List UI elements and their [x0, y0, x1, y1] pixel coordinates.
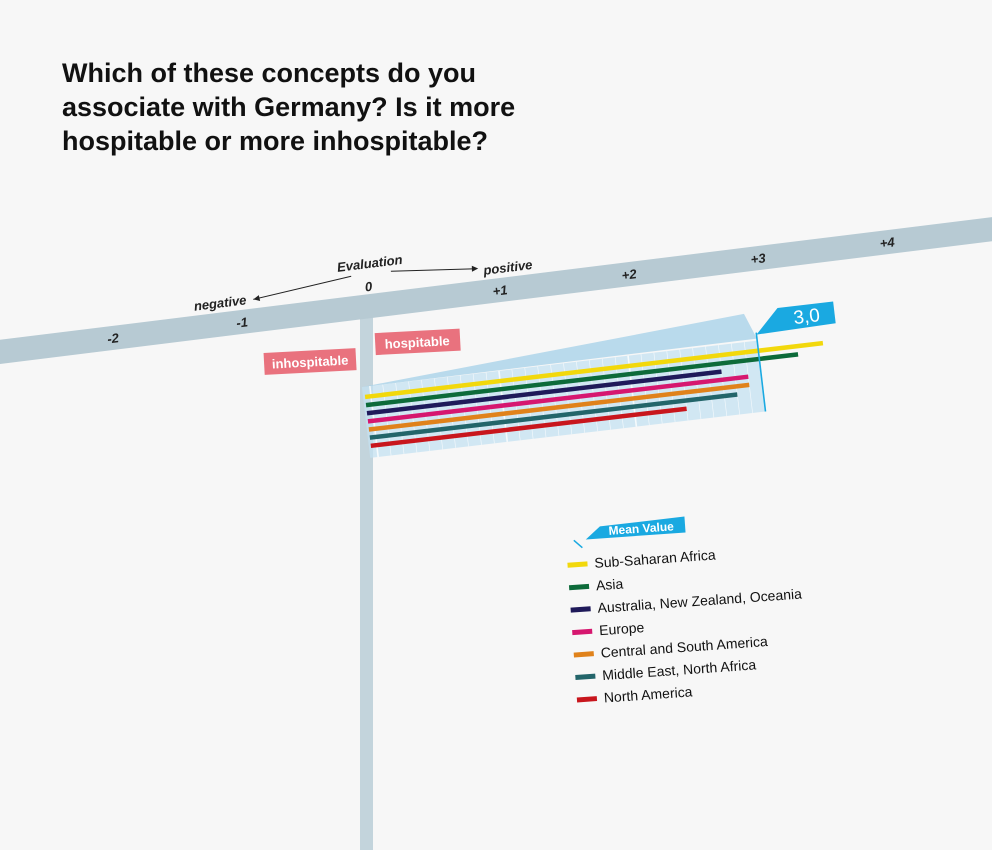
bar-north-america	[370, 406, 687, 449]
negative-arrowhead-icon	[253, 295, 261, 301]
legend-swatch	[567, 561, 588, 568]
bar-europe	[367, 374, 749, 424]
legend-swatch	[573, 651, 594, 658]
legend-swatch	[568, 583, 590, 591]
tick-label: +2	[621, 266, 638, 283]
positive-arrow	[390, 268, 477, 272]
axis-positive-label: positive	[482, 257, 534, 278]
tick-label: 0	[364, 279, 374, 295]
legend-label: North America	[603, 683, 693, 705]
legend-label: Sub-Saharan Africa	[594, 546, 716, 570]
bar-australia-new-zealand-oceania	[366, 369, 722, 416]
legend-swatch	[576, 696, 598, 703]
mean-value-legend-mark	[573, 539, 583, 549]
tick-label: -1	[235, 314, 248, 330]
mean-value-text: 3,0	[792, 305, 821, 329]
legend-swatch	[570, 606, 591, 613]
negative-arrow	[253, 275, 352, 300]
chart-title: Which of these concepts do you associate…	[62, 58, 516, 156]
bar-asia	[365, 352, 799, 408]
mean-value-callout	[585, 516, 686, 540]
legend-label: Middle East, North Africa	[602, 656, 757, 683]
mean-value-badge	[756, 301, 836, 335]
axis-beam	[0, 192, 992, 376]
axis-negative-label: negative	[193, 292, 247, 313]
inhospitable-label-bg	[263, 348, 357, 375]
legend-label: Australia, New Zealand, Oceania	[597, 586, 802, 616]
mean-value-legend-label: Mean Value	[608, 519, 675, 538]
tick-label: +4	[879, 234, 896, 251]
tick-label: +3	[750, 250, 767, 267]
hospitable-label-bg	[374, 328, 461, 356]
tick-label: -2	[106, 330, 120, 346]
inhospitable-label: inhospitable	[271, 353, 348, 372]
grid-top-face	[361, 313, 757, 388]
legend-label: Asia	[595, 575, 623, 593]
bar-middle-east-north-africa	[369, 392, 738, 440]
mean-line	[755, 332, 767, 412]
positive-arrowhead-icon	[471, 265, 479, 272]
legend-swatch	[572, 628, 593, 636]
bar-sub-saharan-africa	[364, 340, 824, 400]
bar-central-and-south-america	[368, 382, 750, 432]
legend-label: Europe	[599, 619, 645, 638]
legend-swatch	[575, 673, 596, 681]
tick-label: +1	[492, 282, 509, 299]
hospitable-label: hospitable	[384, 333, 450, 351]
